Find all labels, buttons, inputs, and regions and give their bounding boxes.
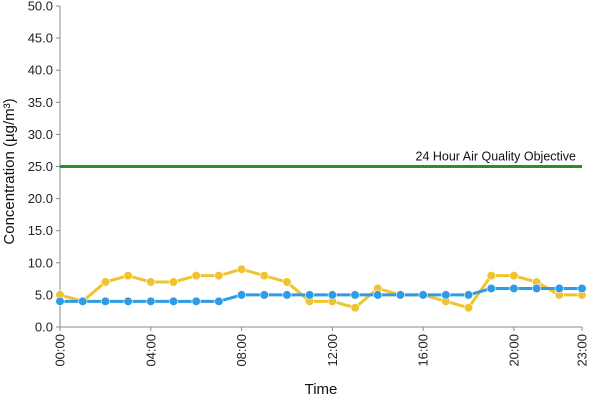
data-point (214, 296, 224, 306)
x-axis-ticks: 00:00 04:00 08:00 12:00 16:00 20:00 23:00 (53, 327, 590, 367)
data-point (463, 303, 474, 313)
data-point (55, 296, 65, 306)
y-tick-label: 40.0 (28, 63, 53, 78)
x-tick-label: 23:00 (575, 334, 590, 367)
x-tick-label: 08:00 (234, 334, 249, 367)
y-tick-label: 20.0 (28, 191, 53, 206)
data-point (395, 290, 406, 300)
y-tick-label: 5.0 (35, 287, 53, 302)
data-point (214, 271, 224, 281)
data-point (509, 283, 519, 294)
x-tick-label: 20:00 (506, 334, 521, 367)
data-point (236, 264, 247, 274)
series-1 (55, 283, 587, 306)
data-point (123, 296, 133, 306)
data-point (146, 296, 156, 306)
y-tick-label: 35.0 (28, 95, 53, 110)
data-point (486, 283, 496, 294)
data-point (236, 290, 247, 300)
data-point (441, 290, 451, 300)
x-axis-title: Time (305, 381, 338, 398)
data-point (532, 283, 542, 294)
y-tick-label: 45.0 (28, 31, 53, 46)
data-point (191, 296, 201, 306)
y-axis-title: Concentration (µg/m³) (1, 98, 18, 244)
data-point (100, 296, 110, 306)
data-point (305, 290, 315, 300)
series-0 (55, 264, 587, 313)
data-point (168, 277, 179, 287)
data-point (282, 277, 292, 287)
data-point (327, 290, 337, 300)
data-point (78, 296, 88, 306)
data-point (259, 271, 269, 281)
y-tick-label: 15.0 (28, 223, 53, 238)
data-point (191, 271, 201, 281)
x-tick-label: 16:00 (416, 334, 431, 367)
data-point (554, 283, 564, 294)
objective-label: 24 Hour Air Quality Objective (416, 150, 577, 164)
series-line (60, 286, 582, 303)
data-point (486, 271, 496, 281)
y-tick-label: 30.0 (28, 127, 53, 142)
data-point (373, 290, 383, 300)
data-point (418, 290, 428, 300)
y-tick-label: 0.0 (35, 320, 53, 335)
data-point (282, 290, 292, 300)
data-point (509, 271, 519, 281)
data-point (577, 283, 587, 294)
x-tick-label: 04:00 (143, 334, 158, 367)
data-point (123, 271, 133, 281)
x-tick-label: 12:00 (325, 334, 340, 367)
data-point (146, 277, 156, 287)
data-point (350, 303, 360, 313)
data-point (463, 290, 474, 300)
y-tick-label: 25.0 (28, 159, 53, 174)
y-tick-label: 50.0 (28, 0, 53, 14)
series-group (55, 264, 587, 313)
data-point (259, 290, 269, 300)
data-point (100, 277, 110, 287)
data-point (168, 296, 179, 306)
data-point (350, 290, 360, 300)
x-tick-label: 00:00 (53, 334, 68, 367)
y-axis-ticks: 0.0 5.0 10.0 15.0 20.0 25.0 30.0 35.0 40.0 45.0 50… (28, 0, 60, 335)
y-tick-label: 10.0 (28, 255, 53, 270)
